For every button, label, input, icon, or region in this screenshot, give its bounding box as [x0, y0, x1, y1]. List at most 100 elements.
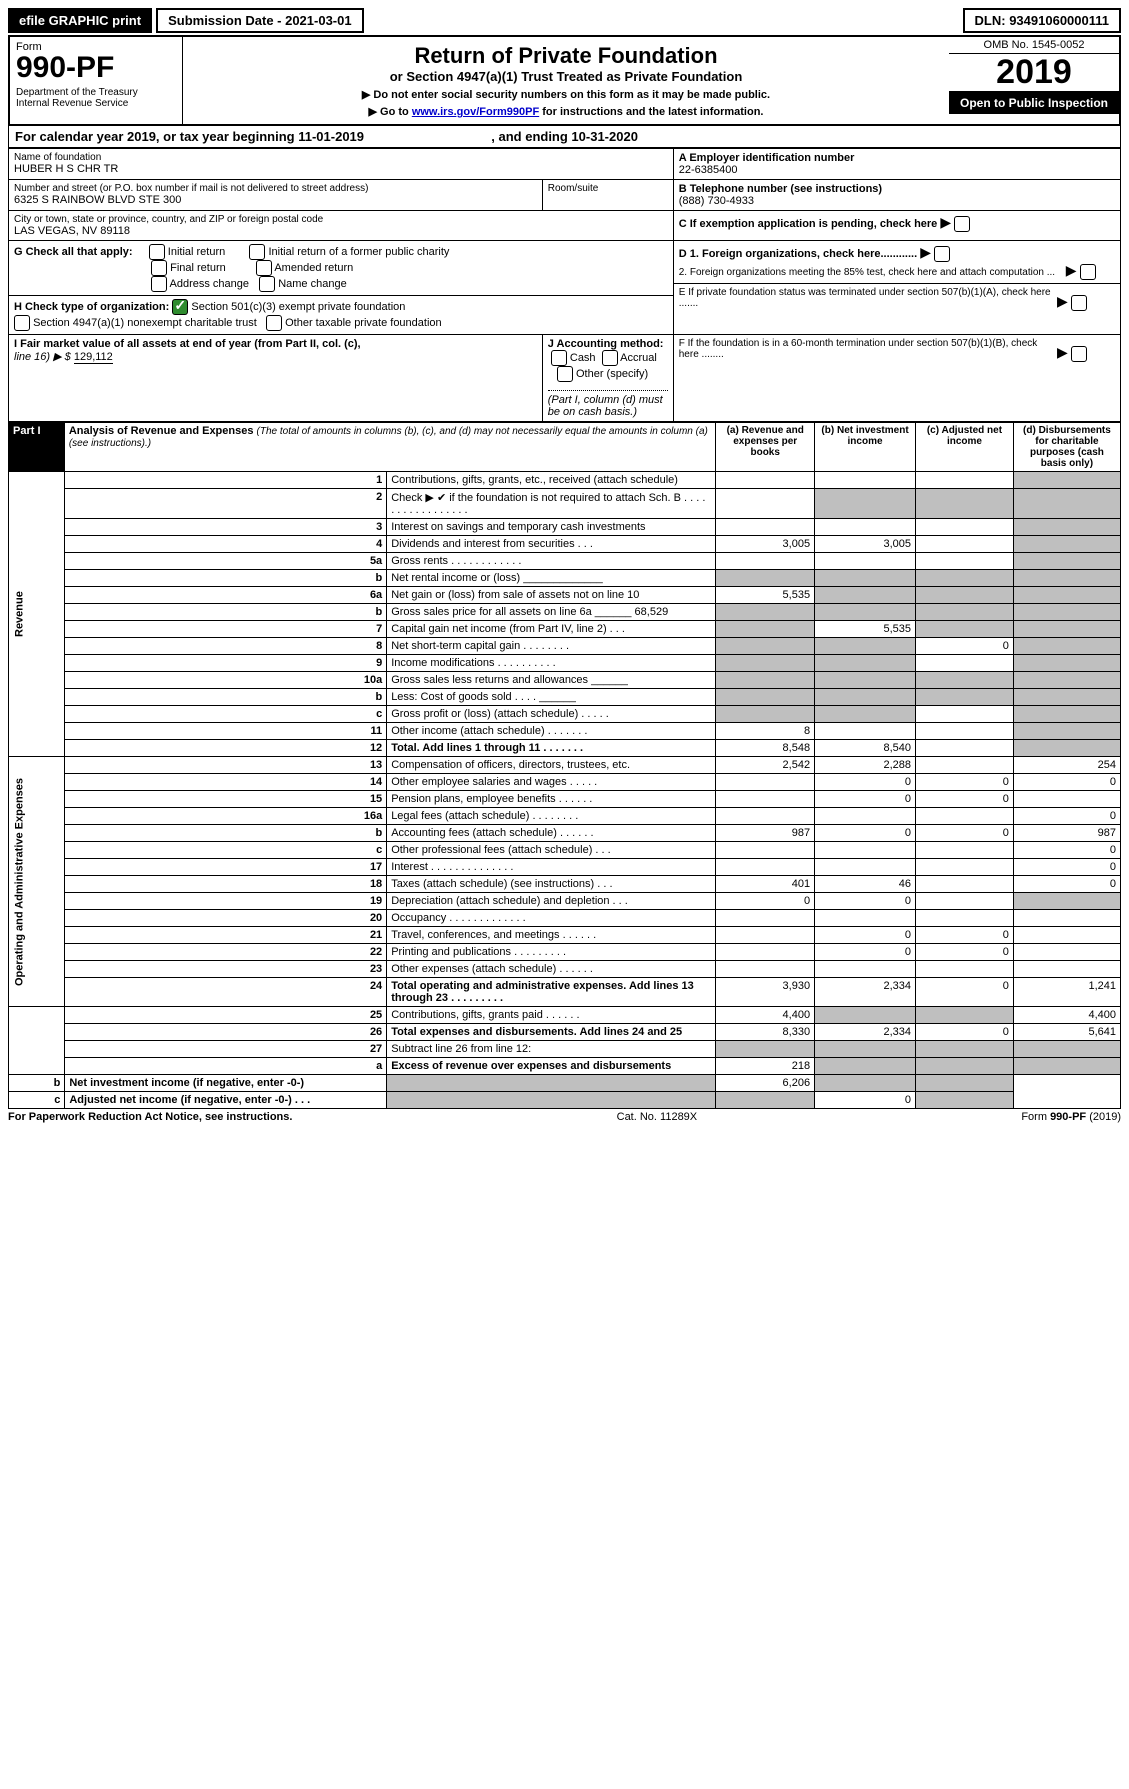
- row-description: Interest . . . . . . . . . . . . . .: [387, 859, 716, 876]
- g-amended-return[interactable]: [256, 260, 272, 276]
- d1-label: D 1. Foreign organizations, check here..…: [679, 248, 917, 260]
- amount-cell: [1013, 1041, 1120, 1058]
- row-number: a: [65, 1058, 387, 1075]
- amount-cell: [1013, 893, 1120, 910]
- amount-cell: [1013, 604, 1120, 621]
- table-row: Operating and Administrative Expenses13C…: [9, 757, 1121, 774]
- c-checkbox[interactable]: [954, 216, 970, 232]
- g-final-return[interactable]: [151, 260, 167, 276]
- revenue-section-label: Revenue: [9, 472, 65, 757]
- amount-cell: [716, 553, 815, 570]
- row-description: Net investment income (if negative, ente…: [65, 1075, 387, 1092]
- row-number: 10a: [65, 672, 387, 689]
- j-other-checkbox[interactable]: [557, 366, 573, 382]
- amount-cell: [1013, 638, 1120, 655]
- amount-cell: [716, 859, 815, 876]
- table-row: bNet investment income (if negative, ent…: [9, 1075, 1121, 1092]
- summary-section: [9, 1007, 65, 1075]
- amount-cell: [1013, 791, 1120, 808]
- row-number: 19: [65, 893, 387, 910]
- amount-cell: [916, 1058, 1014, 1075]
- table-row: cGross profit or (loss) (attach schedule…: [9, 706, 1121, 723]
- j-accrual-checkbox[interactable]: [602, 350, 618, 366]
- row-description: Adjusted net income (if negative, enter …: [65, 1092, 387, 1109]
- d2-checkbox[interactable]: [1080, 264, 1096, 280]
- row-number: 20: [65, 910, 387, 927]
- row-description: Accounting fees (attach schedule) . . . …: [387, 825, 716, 842]
- amount-cell: [716, 1041, 815, 1058]
- top-bar: efile GRAPHIC print Submission Date - 20…: [8, 8, 1121, 33]
- table-row: 10aGross sales less returns and allowanc…: [9, 672, 1121, 689]
- amount-cell: [916, 740, 1014, 757]
- row-description: Dividends and interest from securities .…: [387, 536, 716, 553]
- amount-cell: [815, 910, 916, 927]
- amount-cell: 3,930: [716, 978, 815, 1007]
- amount-cell: 4,400: [1013, 1007, 1120, 1024]
- amount-cell: 5,535: [815, 621, 916, 638]
- table-row: 18Taxes (attach schedule) (see instructi…: [9, 876, 1121, 893]
- g-initial-return[interactable]: [149, 244, 165, 260]
- amount-cell: 3,005: [815, 536, 916, 553]
- amount-cell: [815, 859, 916, 876]
- amount-cell: [1013, 706, 1120, 723]
- amount-cell: [1013, 472, 1120, 489]
- table-row: 25Contributions, gifts, grants paid . . …: [9, 1007, 1121, 1024]
- efile-button[interactable]: efile GRAPHIC print: [8, 8, 152, 33]
- row-description: Legal fees (attach schedule) . . . . . .…: [387, 808, 716, 825]
- e-checkbox[interactable]: [1071, 295, 1087, 311]
- amount-cell: [716, 808, 815, 825]
- amount-cell: 0: [815, 1092, 916, 1109]
- amount-cell: [716, 842, 815, 859]
- f-checkbox[interactable]: [1071, 346, 1087, 362]
- table-row: 21Travel, conferences, and meetings . . …: [9, 927, 1121, 944]
- table-row: 16aLegal fees (attach schedule) . . . . …: [9, 808, 1121, 825]
- g-initial-former[interactable]: [249, 244, 265, 260]
- amount-cell: [916, 961, 1014, 978]
- row-description: Income modifications . . . . . . . . . .: [387, 655, 716, 672]
- j-cash-checkbox[interactable]: [551, 350, 567, 366]
- form-header: Form 990-PF Department of the Treasury I…: [8, 35, 1121, 126]
- amount-cell: 0: [916, 825, 1014, 842]
- h-other-checkbox[interactable]: [266, 315, 282, 331]
- g-address-change[interactable]: [151, 276, 167, 292]
- amount-cell: [815, 1007, 916, 1024]
- amount-cell: 6,206: [716, 1075, 815, 1092]
- amount-cell: [716, 791, 815, 808]
- table-row: 15Pension plans, employee benefits . . .…: [9, 791, 1121, 808]
- row-number: c: [65, 706, 387, 723]
- amount-cell: [916, 536, 1014, 553]
- table-row: 2Check ▶ ✔ if the foundation is not requ…: [9, 489, 1121, 519]
- amount-cell: 987: [716, 825, 815, 842]
- row-number: b: [9, 1075, 65, 1092]
- g-name-change[interactable]: [259, 276, 275, 292]
- table-row: 9Income modifications . . . . . . . . . …: [9, 655, 1121, 672]
- table-row: 23Other expenses (attach schedule) . . .…: [9, 961, 1121, 978]
- table-row: bGross sales price for all assets on lin…: [9, 604, 1121, 621]
- row-description: Net gain or (loss) from sale of assets n…: [387, 587, 716, 604]
- amount-cell: [815, 808, 916, 825]
- f-label: F If the foundation is in a 60-month ter…: [679, 338, 1054, 360]
- amount-cell: 0: [916, 638, 1014, 655]
- amount-cell: 0: [916, 978, 1014, 1007]
- open-public: Open to Public Inspection: [949, 92, 1119, 114]
- amount-cell: [916, 859, 1014, 876]
- h-4947-checkbox[interactable]: [14, 315, 30, 331]
- amount-cell: [716, 944, 815, 961]
- row-description: Taxes (attach schedule) (see instruction…: [387, 876, 716, 893]
- amount-cell: 3,005: [716, 536, 815, 553]
- amount-cell: 5,535: [716, 587, 815, 604]
- row-description: Total operating and administrative expen…: [387, 978, 716, 1007]
- form990pf-link[interactable]: www.irs.gov/Form990PF: [412, 106, 539, 118]
- row-number: 15: [65, 791, 387, 808]
- row-description: Occupancy . . . . . . . . . . . . .: [387, 910, 716, 927]
- amount-cell: 0: [815, 825, 916, 842]
- form-subtitle: or Section 4947(a)(1) Trust Treated as P…: [193, 69, 939, 84]
- d1-checkbox[interactable]: [934, 246, 950, 262]
- amount-cell: 8,330: [716, 1024, 815, 1041]
- row-number: 11: [65, 723, 387, 740]
- tax-year: 2019: [949, 54, 1119, 92]
- city-label: City or town, state or province, country…: [14, 214, 668, 225]
- h-501c3-checkbox[interactable]: [172, 299, 188, 315]
- row-description: Capital gain net income (from Part IV, l…: [387, 621, 716, 638]
- amount-cell: [815, 604, 916, 621]
